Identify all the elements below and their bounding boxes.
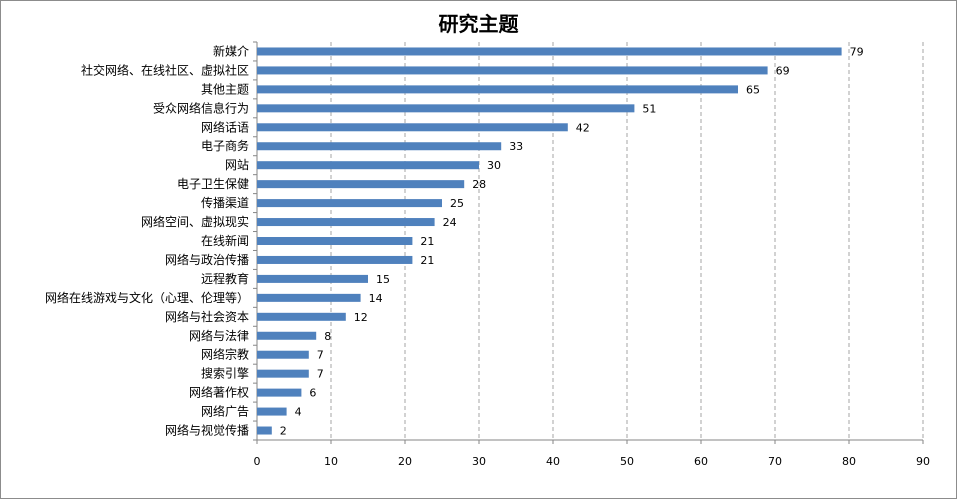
category-label: 社交网络、在线社区、虚拟社区 — [81, 62, 249, 77]
category-label: 新媒介 — [213, 43, 249, 58]
category-label: 电子商务 — [201, 138, 249, 153]
x-tick-label: 90 — [916, 455, 930, 468]
data-label: 4 — [295, 406, 302, 419]
data-label: 7 — [317, 368, 324, 381]
data-label: 21 — [420, 254, 434, 267]
bar — [257, 237, 413, 245]
category-label: 其他主题 — [201, 82, 249, 96]
data-label: 2 — [280, 425, 287, 438]
bar — [257, 66, 768, 75]
category-label: 网络与法律 — [189, 328, 249, 343]
bar — [257, 407, 287, 416]
data-label: 30 — [487, 159, 501, 172]
bar — [257, 47, 842, 56]
data-label: 28 — [472, 178, 486, 191]
x-tick-label: 0 — [254, 455, 261, 468]
bar — [257, 312, 346, 321]
data-label: 51 — [642, 102, 656, 115]
bar — [257, 142, 502, 151]
category-label: 网络空间、虚拟现实 — [141, 214, 249, 229]
bar — [257, 161, 479, 170]
bar — [257, 255, 413, 264]
category-label: 搜索引擎 — [201, 366, 249, 381]
bar — [257, 123, 568, 132]
x-tick-label: 20 — [398, 455, 412, 468]
bar — [257, 293, 361, 302]
category-label: 网络著作权 — [189, 385, 249, 400]
x-tick-label: 50 — [620, 455, 634, 468]
bar — [257, 218, 435, 227]
data-label: 6 — [309, 387, 316, 400]
x-tick-label: 30 — [472, 455, 486, 468]
bar — [257, 180, 465, 189]
category-label: 网络与视觉传播 — [165, 423, 249, 438]
category-label: 受众网络信息行为 — [153, 100, 249, 115]
data-label: 65 — [746, 83, 760, 96]
x-tick-label: 40 — [546, 455, 560, 468]
category-label: 网络与社会资本 — [165, 309, 249, 324]
chart-title: 研究主题 — [438, 12, 519, 36]
data-label: 7 — [317, 349, 324, 362]
data-label: 15 — [376, 273, 390, 286]
bar — [257, 369, 309, 378]
category-label: 网络与政治传播 — [165, 252, 249, 267]
bar — [257, 388, 302, 397]
bar — [257, 331, 317, 340]
data-label: 14 — [369, 292, 383, 305]
x-tick-label: 10 — [324, 455, 338, 468]
category-label: 电子卫生保健 — [177, 177, 249, 191]
data-label: 33 — [509, 140, 523, 153]
category-label: 网络宗教 — [201, 347, 249, 362]
data-label: 24 — [443, 216, 457, 229]
category-label: 网络广告 — [201, 404, 249, 419]
bar — [257, 85, 738, 94]
data-label: 21 — [420, 235, 434, 248]
x-tick-label: 60 — [694, 455, 708, 468]
category-label: 远程教育 — [201, 271, 249, 286]
data-label: 12 — [354, 311, 368, 324]
data-label: 25 — [450, 197, 464, 210]
category-label: 在线新闻 — [201, 233, 249, 248]
category-label: 网站 — [225, 158, 249, 172]
category-label: 网络在线游戏与文化（心理、伦理等） — [45, 290, 249, 305]
x-tick-label: 70 — [768, 455, 782, 468]
x-tick-label: 80 — [842, 455, 856, 468]
data-label: 79 — [850, 45, 864, 58]
bar — [257, 350, 309, 359]
category-label: 网络话语 — [201, 119, 249, 134]
data-label: 8 — [324, 330, 331, 343]
category-label: 传播渠道 — [201, 195, 249, 210]
bar — [257, 426, 272, 435]
data-label: 69 — [776, 64, 790, 77]
bar — [257, 104, 635, 113]
data-label: 42 — [576, 121, 590, 134]
bar — [257, 199, 442, 208]
bar — [257, 274, 368, 283]
